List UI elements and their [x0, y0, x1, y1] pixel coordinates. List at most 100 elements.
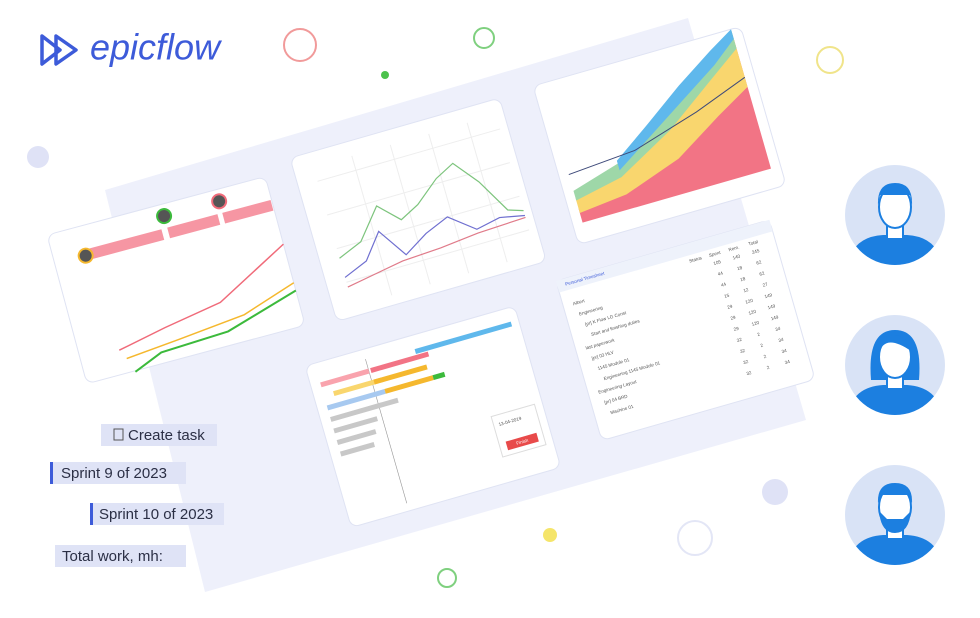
row-name: [pr] 04 BRD	[604, 393, 629, 405]
row-value: 140	[732, 253, 741, 260]
row-value: 105	[713, 259, 722, 266]
create-task: Create task	[128, 427, 205, 444]
finish-button[interactable]	[505, 432, 539, 451]
row-value: 120	[745, 298, 754, 305]
row-value: 149	[764, 292, 773, 299]
popup-date: 13-04-2019	[498, 416, 522, 427]
row-value: 32	[739, 348, 746, 354]
row-value: 34	[784, 359, 791, 365]
line	[126, 282, 295, 360]
row-value: 149	[770, 314, 779, 321]
row-value: 29	[730, 315, 737, 321]
column-header: Status	[689, 255, 704, 264]
deco-circle	[437, 568, 457, 588]
row-value: 2	[763, 354, 767, 360]
avatar	[845, 165, 945, 265]
row-value: 62	[756, 259, 763, 265]
line	[347, 216, 526, 288]
line	[568, 76, 746, 176]
area	[616, 29, 734, 171]
deco-dot	[381, 71, 389, 79]
gantt-bar	[333, 416, 378, 434]
deco-circle	[816, 46, 844, 74]
deco-dot	[27, 146, 49, 168]
row-value: 120	[751, 320, 760, 327]
line	[344, 214, 525, 278]
row-value: 18	[740, 276, 747, 282]
line	[118, 243, 284, 351]
gantt-bar	[384, 375, 434, 394]
total-work: Total work, mh:	[62, 548, 163, 565]
card-timesheet: Personal Timesheet StatusSpentRem.TotalA…	[556, 219, 814, 440]
card-load	[48, 177, 304, 383]
deco-dot	[762, 479, 788, 505]
deco-dot	[543, 528, 557, 542]
hair	[877, 483, 913, 503]
popup	[490, 403, 547, 458]
line	[339, 162, 524, 259]
sprint-label: Sprint 9 of 2023	[61, 465, 167, 482]
row-value: 2	[757, 332, 761, 338]
bar	[222, 199, 274, 224]
card	[48, 177, 304, 383]
row-value: 15	[724, 293, 731, 299]
grid	[317, 122, 530, 296]
beard	[879, 511, 911, 533]
row-value: 32	[746, 370, 753, 376]
row-value: 245	[751, 248, 760, 255]
deco-circle	[473, 27, 495, 49]
task-icon	[113, 428, 124, 441]
row-name: Albert	[572, 298, 586, 306]
line	[134, 289, 297, 373]
row-value: 27	[762, 281, 769, 287]
row-value: 29	[727, 304, 734, 310]
column-header: Spent	[708, 250, 722, 258]
column-header: Total	[748, 239, 759, 246]
row-value: 44	[717, 270, 724, 276]
card-gantt: 13-04-2019 Finish	[306, 307, 560, 527]
row-value: 120	[748, 309, 757, 316]
card-area	[534, 27, 785, 244]
gantt-bar	[373, 364, 428, 385]
row-name: [pr] 03 HLV	[591, 349, 615, 360]
label-box	[90, 503, 224, 525]
row-value: 18	[736, 265, 743, 271]
deco-circle	[677, 520, 713, 556]
brand-name: epicflow	[90, 27, 222, 68]
label-box	[50, 462, 186, 484]
row-value: 34	[778, 337, 785, 343]
row-value: 2	[760, 343, 764, 349]
card	[306, 307, 560, 527]
gantt-bar	[326, 389, 386, 411]
label-accent	[90, 503, 93, 525]
card	[291, 99, 546, 321]
label-accent	[50, 462, 53, 484]
avatar	[211, 193, 228, 210]
row-value: 34	[775, 326, 782, 332]
gantt-bar	[432, 371, 446, 381]
gantt-bar	[320, 368, 370, 388]
row-name: Machine 01	[610, 404, 635, 415]
gantt-bar	[333, 377, 383, 397]
bar	[167, 214, 221, 239]
avatar	[77, 247, 94, 264]
column-header: Rem.	[728, 245, 740, 253]
finish-label: Finish	[516, 438, 530, 446]
card-header	[556, 219, 773, 293]
gantt-bar	[330, 397, 399, 422]
row-value: 149	[767, 303, 776, 310]
row-value: 32	[736, 337, 743, 343]
row-value: 32	[743, 359, 750, 365]
hair	[877, 183, 913, 205]
label-box	[101, 424, 217, 446]
avatar	[845, 315, 945, 415]
avatar	[156, 208, 173, 225]
logo	[40, 34, 78, 66]
row-value: 12	[743, 287, 750, 293]
gantt-bar	[414, 321, 513, 354]
avatars	[845, 165, 945, 565]
gantt-bar	[336, 429, 377, 445]
row-value: 34	[781, 348, 788, 354]
card-lines	[291, 99, 546, 321]
